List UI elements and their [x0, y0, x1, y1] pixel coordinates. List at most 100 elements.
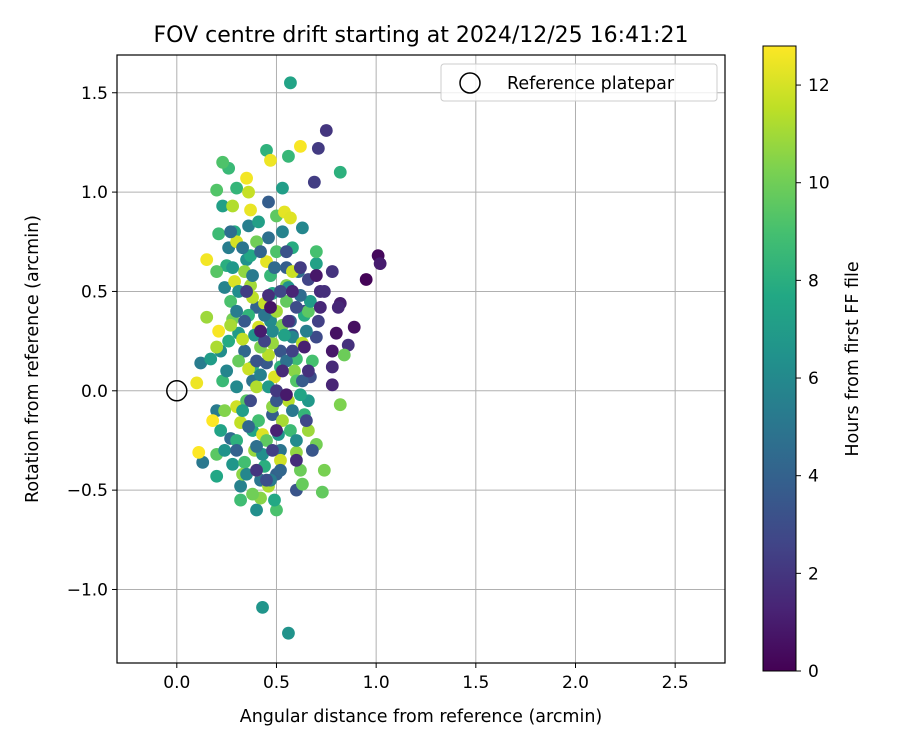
- data-point: [224, 225, 238, 239]
- data-point: [244, 249, 257, 263]
- plot-frame: [116, 54, 726, 664]
- data-point: [260, 434, 273, 447]
- data-point: [258, 334, 271, 348]
- data-point: [260, 143, 273, 157]
- data-point: [242, 362, 255, 376]
- legend: Reference platepar: [440, 63, 718, 102]
- data-point: [274, 463, 287, 477]
- data-point: [216, 155, 230, 169]
- data-point: [242, 185, 255, 199]
- data-point: [274, 285, 287, 298]
- data-point: [307, 175, 321, 189]
- data-point: [212, 324, 226, 338]
- data-point: [274, 453, 287, 467]
- data-point: [214, 424, 228, 437]
- data-point: [276, 225, 289, 239]
- data-point: [276, 414, 289, 427]
- y-axis-label: Rotation from reference (arcmin): [23, 215, 43, 503]
- data-point: [262, 348, 275, 362]
- data-point: [284, 211, 297, 225]
- data-point: [254, 324, 267, 338]
- data-point: [333, 165, 347, 179]
- x-tick-label: 1.0: [363, 673, 390, 693]
- data-point: [216, 374, 230, 388]
- x-axis-label: Angular distance from reference (arcmin): [240, 707, 603, 727]
- data-point: [226, 457, 240, 471]
- colorbar-tick-label: 4: [808, 467, 819, 487]
- data-point: [276, 181, 289, 195]
- data-point: [210, 469, 224, 483]
- data-point: [290, 453, 303, 467]
- data-point: [315, 485, 329, 499]
- colorbar-tick-label: 6: [808, 369, 819, 389]
- x-tick-label: 0.0: [163, 673, 190, 693]
- data-point: [222, 334, 236, 348]
- data-point: [230, 434, 244, 447]
- data-point: [293, 388, 307, 402]
- data-point: [232, 354, 246, 368]
- data-point: [216, 199, 230, 213]
- data-point: [303, 294, 317, 308]
- data-point: [192, 445, 206, 459]
- data-point: [309, 245, 323, 259]
- data-point: [256, 600, 269, 614]
- data-point: [280, 245, 293, 259]
- data-point: [210, 265, 224, 278]
- x-tick-label: 2.5: [662, 673, 689, 693]
- data-point: [288, 364, 301, 378]
- x-tick-label: 0.5: [263, 673, 290, 693]
- data-point: [266, 324, 279, 338]
- x-axis-ticks: 0.0 0.5 1.0 1.5 2.0 2.5: [163, 663, 689, 693]
- data-point: [268, 493, 281, 507]
- data-point: [262, 289, 275, 302]
- data-point: [236, 404, 249, 418]
- data-point: [230, 380, 244, 394]
- data-point: [293, 139, 307, 153]
- y-tick-label: 0.5: [81, 282, 108, 302]
- y-axis-ticks: −1.0 −0.5 0.0 0.5 1.0 1.5: [67, 84, 117, 600]
- data-point: [218, 281, 232, 294]
- data-point: [226, 199, 240, 213]
- data-point: [341, 338, 355, 352]
- colorbar-ticks: 0 2 4 6 8 10 12: [796, 76, 830, 682]
- data-point: [250, 235, 263, 249]
- data-point: [305, 354, 319, 368]
- data-point: [299, 324, 313, 338]
- data-point: [373, 257, 387, 271]
- y-tick-label: −1.0: [67, 580, 108, 600]
- data-point: [337, 348, 351, 362]
- y-tick-label: −0.5: [67, 481, 108, 501]
- data-point: [331, 300, 345, 314]
- data-point: [280, 294, 293, 308]
- x-tick-label: 1.5: [462, 673, 489, 693]
- data-point: [238, 314, 251, 328]
- data-point: [270, 503, 283, 517]
- data-point: [234, 479, 247, 493]
- data-point: [242, 219, 255, 233]
- legend-marker-icon: [459, 72, 481, 94]
- colorbar-tick-label: 0: [808, 662, 819, 682]
- data-point: [212, 227, 226, 241]
- data-point: [280, 354, 293, 368]
- data-point: [244, 203, 257, 217]
- colorbar-label: Hours from first FF file: [843, 261, 863, 456]
- data-point: [242, 420, 255, 433]
- data-point: [254, 368, 267, 382]
- data-point: [305, 443, 319, 457]
- reference-marker: [166, 380, 188, 402]
- data-point: [236, 241, 249, 255]
- data-point: [270, 424, 283, 437]
- data-point: [333, 398, 347, 412]
- data-point: [238, 455, 251, 469]
- data-point: [278, 328, 291, 342]
- data-point: [309, 269, 323, 282]
- data-point: [250, 440, 263, 453]
- data-point: [262, 231, 275, 245]
- data-point: [220, 364, 234, 378]
- data-point: [204, 352, 218, 366]
- data-point: [264, 153, 277, 167]
- data-point: [297, 340, 311, 354]
- data-point: [295, 374, 309, 388]
- data-point: [218, 404, 232, 418]
- data-point: [274, 344, 287, 358]
